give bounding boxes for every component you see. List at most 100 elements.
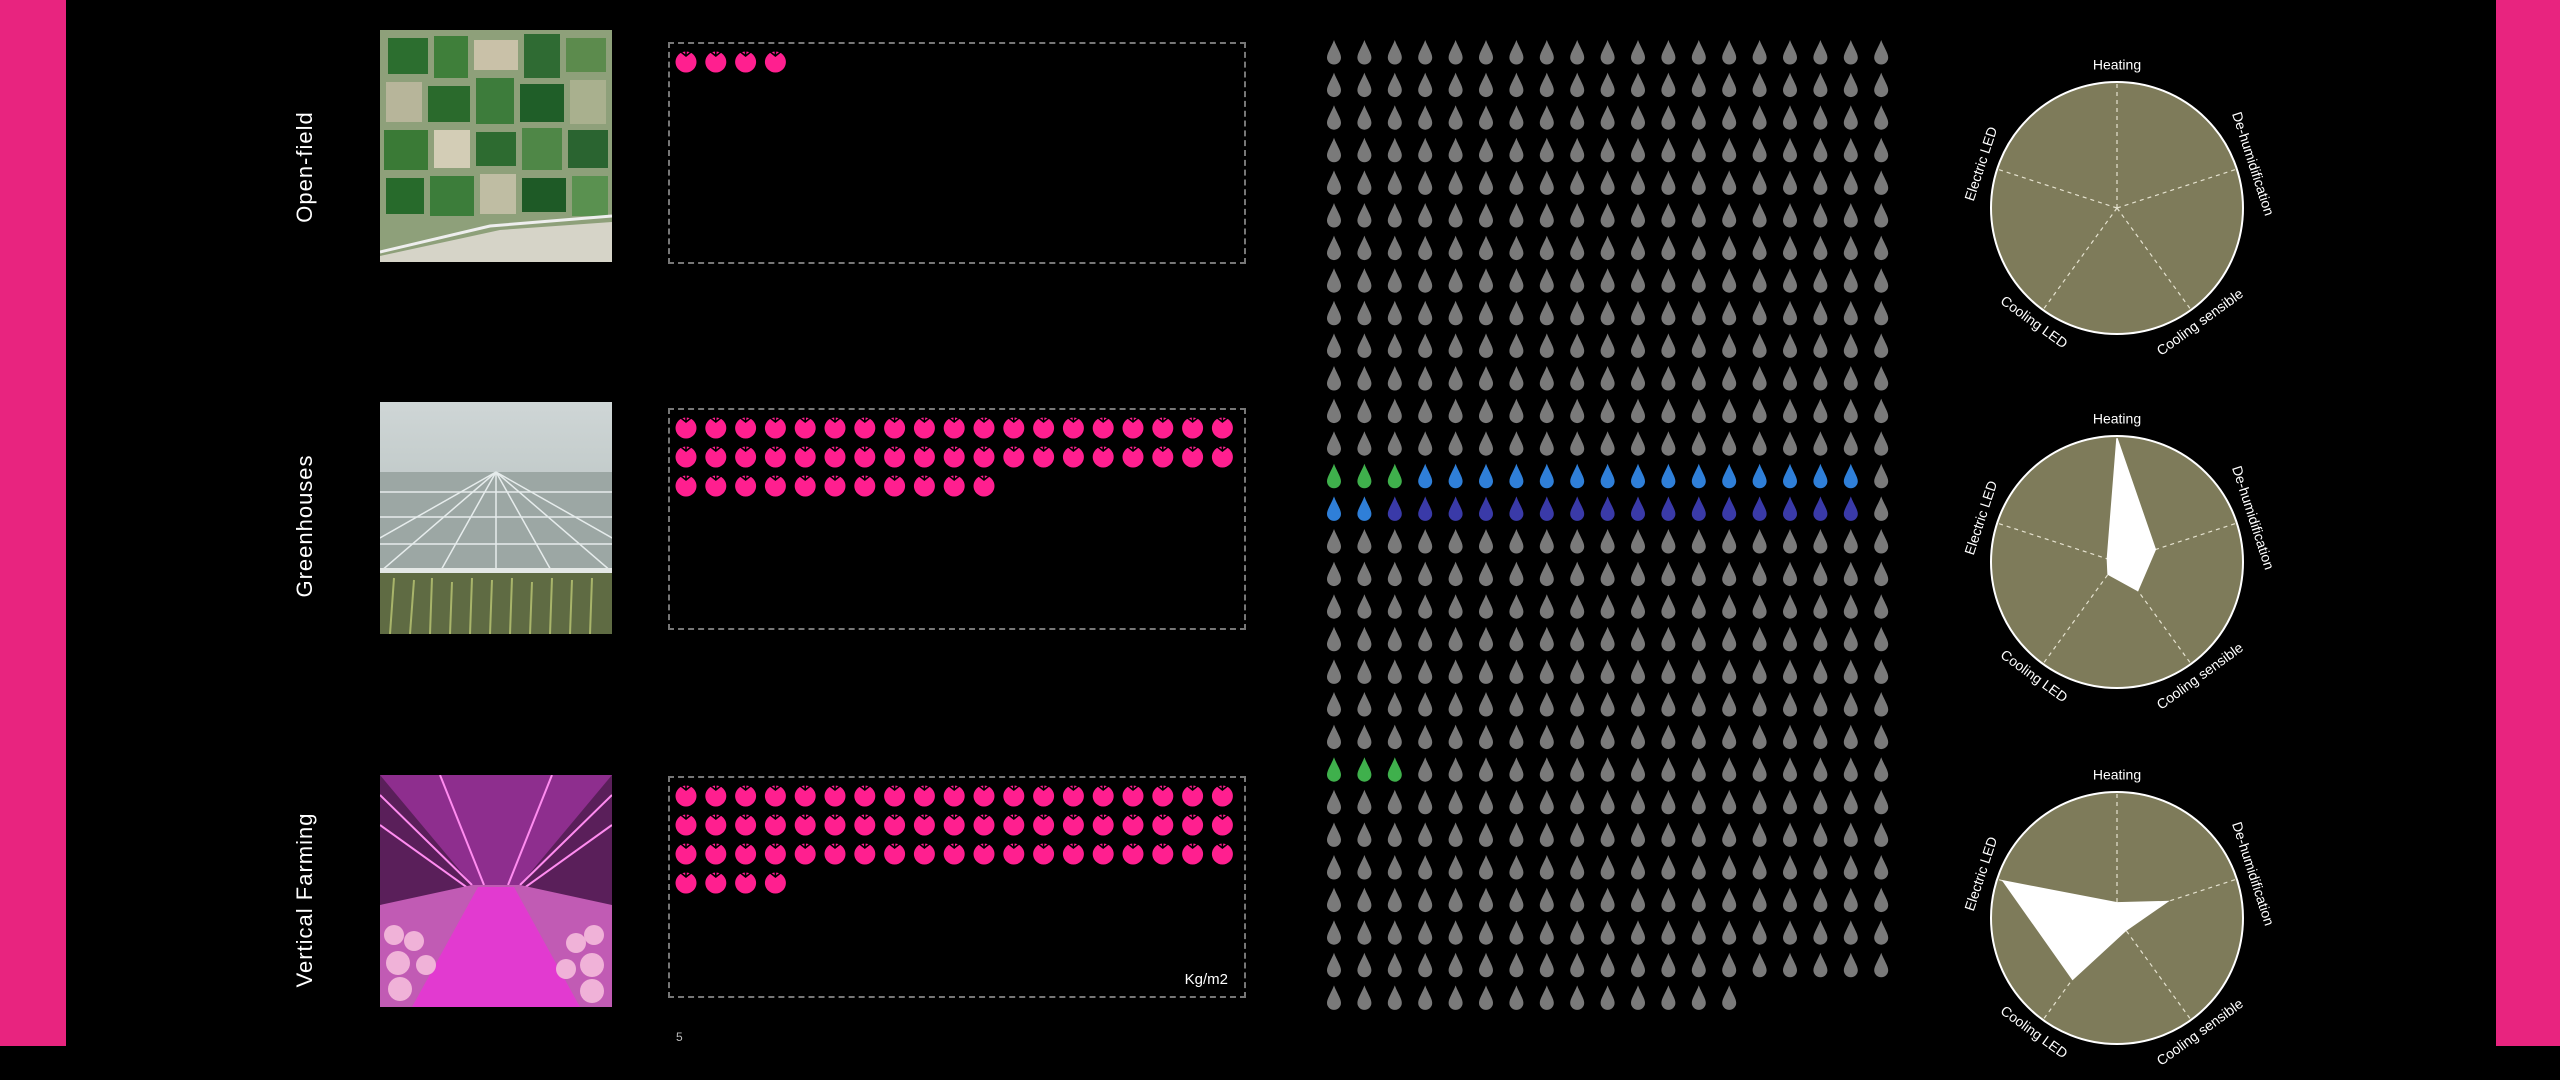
- droplet-icon: [1631, 724, 1645, 750]
- droplet-icon: [1539, 431, 1554, 456]
- droplet-icon: [1752, 952, 1767, 978]
- droplet-icon: [1722, 789, 1737, 815]
- radar-axis-line: [1996, 168, 2118, 209]
- droplet-icon: [1722, 529, 1737, 554]
- droplet-icon: [1813, 659, 1828, 684]
- tomato-icons-open-field: [675, 49, 786, 73]
- droplet-icon: [1570, 561, 1585, 587]
- droplet-icon: [1479, 822, 1493, 847]
- droplet-icon: [1631, 300, 1645, 326]
- yield-unit-label: Kg/m2: [1184, 971, 1228, 988]
- droplet-icon: [1874, 268, 1889, 293]
- droplet-icon: [1509, 952, 1524, 978]
- droplet-icon: [1813, 920, 1828, 945]
- droplet-icon: [1691, 366, 1706, 391]
- radar-axis-label: Heating: [2093, 57, 2141, 73]
- droplet-icon: [1509, 105, 1524, 130]
- droplet-icon: [1357, 822, 1372, 847]
- droplet-icon: [1418, 137, 1433, 163]
- droplet-icon: [1387, 170, 1402, 195]
- droplet-icon: [1691, 920, 1706, 945]
- droplet-icon: [1661, 235, 1676, 261]
- droplet-icon: [1418, 398, 1433, 424]
- droplet-icon: [1783, 594, 1797, 619]
- droplet-icon: [1874, 366, 1889, 391]
- droplet-icon: [1631, 72, 1645, 98]
- droplet-icon: [1570, 431, 1585, 456]
- droplet-icon: [1418, 561, 1433, 587]
- tomato-icon: [943, 783, 965, 807]
- droplet-icon: [1813, 72, 1828, 98]
- tomato-icon: [824, 473, 846, 497]
- radar-axis-line: [2042, 561, 2118, 665]
- droplet-icon: [1661, 594, 1676, 619]
- droplet-icon: [1357, 463, 1372, 489]
- droplet-icon: [1539, 333, 1554, 358]
- droplet-icon: [1600, 105, 1615, 130]
- droplet-icon: [1539, 268, 1554, 293]
- droplet-icon: [1509, 235, 1524, 261]
- droplet-icon: [1509, 137, 1524, 163]
- droplet-icon: [1631, 757, 1645, 782]
- droplet-icon: [1509, 626, 1524, 652]
- droplet-icon: [1600, 203, 1615, 228]
- droplet-icon: [1357, 235, 1372, 261]
- droplet-icon: [1661, 887, 1676, 913]
- droplet-icon: [1843, 659, 1858, 684]
- droplet-icon: [1813, 333, 1828, 358]
- droplet-icon: [1600, 40, 1615, 65]
- droplet-icon: [1691, 692, 1706, 717]
- droplet-icon: [1509, 822, 1524, 847]
- tomato-icon: [884, 783, 906, 807]
- droplet-icon: [1874, 952, 1889, 978]
- droplet-icon: [1387, 496, 1402, 521]
- droplet-icon: [1600, 496, 1615, 521]
- droplet-icon: [1509, 366, 1524, 391]
- droplet-icon: [1813, 203, 1828, 228]
- droplet-icon: [1570, 822, 1585, 847]
- droplet-icon: [1783, 496, 1797, 521]
- droplet-icon: [1813, 594, 1828, 619]
- droplet-icon: [1448, 268, 1463, 293]
- droplet-icon: [1691, 822, 1706, 847]
- droplet-icon: [1843, 105, 1858, 130]
- droplet-icon: [1813, 235, 1828, 261]
- droplet-icon: [1874, 72, 1889, 98]
- droplet-icon: [1387, 463, 1402, 489]
- droplet-icon: [1813, 887, 1828, 913]
- row-label-open-field: Open-field: [292, 111, 317, 223]
- droplet-icon: [1418, 72, 1433, 98]
- droplet-icon: [1631, 952, 1645, 978]
- droplet-icon: [1813, 398, 1828, 424]
- droplet-icon: [1661, 952, 1676, 978]
- droplet-icon: [1539, 789, 1554, 815]
- droplet-icon: [1722, 855, 1737, 880]
- tomato-icons-vertical-farming: [675, 783, 1233, 894]
- tomato-icon: [973, 473, 995, 497]
- droplet-icon: [1448, 170, 1463, 195]
- droplet-icon: [1418, 235, 1433, 261]
- droplet-icon: [1661, 561, 1676, 587]
- droplet-icon: [1479, 268, 1493, 293]
- droplet-icon: [1448, 920, 1463, 945]
- droplet-icon: [1448, 855, 1463, 880]
- droplet-icon: [1874, 40, 1889, 65]
- droplet-icon: [1448, 626, 1463, 652]
- tomato-icon: [1062, 841, 1084, 865]
- droplet-icon: [1509, 920, 1524, 945]
- droplet-icon: [1357, 300, 1372, 326]
- droplet-icon: [1783, 626, 1797, 652]
- droplet-icon: [1327, 496, 1341, 521]
- tomato-icon: [1033, 812, 1055, 836]
- tomato-icon: [675, 415, 697, 439]
- radar-axis-label: Heating: [2093, 411, 2141, 427]
- droplet-icon: [1418, 268, 1433, 293]
- droplet-icon: [1722, 105, 1737, 130]
- droplet-icon: [1722, 887, 1737, 913]
- droplet-icon: [1509, 887, 1524, 913]
- droplet-icon: [1691, 105, 1706, 130]
- droplet-icon: [1357, 952, 1372, 978]
- droplet-icon: [1539, 920, 1554, 945]
- droplet-icon: [1509, 529, 1524, 554]
- droplet-icon: [1691, 72, 1706, 98]
